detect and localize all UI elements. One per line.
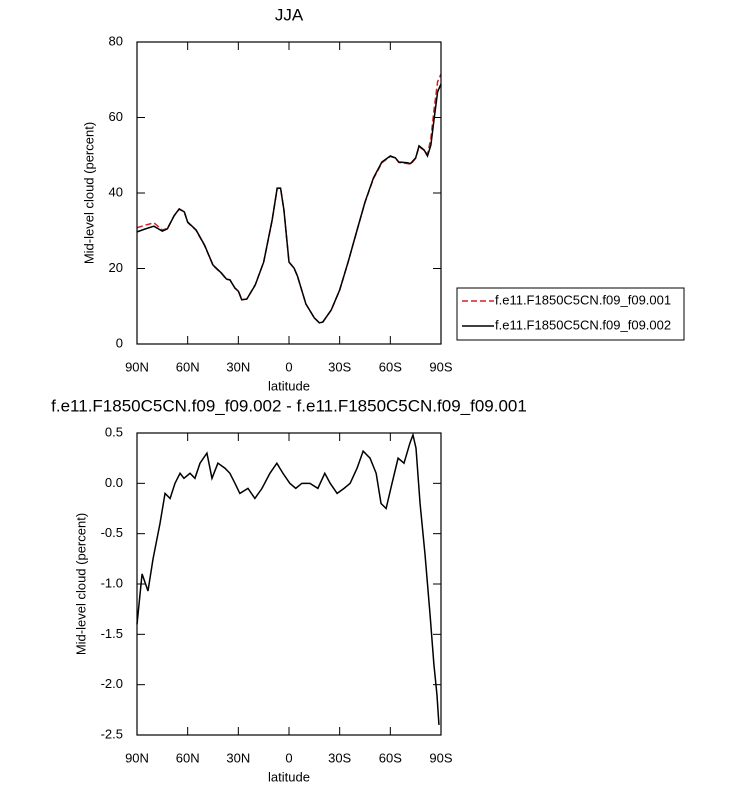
x-tick-label: 90S	[429, 359, 452, 374]
legend-box	[456, 287, 685, 341]
x-tick-label: 0	[285, 750, 292, 765]
x-tick-label: 60S	[379, 750, 402, 765]
y-tick-label: -2.5	[101, 726, 123, 741]
y-tick-label: 0.5	[105, 424, 123, 439]
data-line	[136, 73, 442, 324]
chart-title: f.e11.F1850C5CN.f09_f09.002 - f.e11.F185…	[51, 396, 527, 415]
y-axis-label: Mid-level cloud (percent)	[73, 513, 88, 655]
x-tick-label: 30N	[226, 750, 250, 765]
data-line	[136, 432, 440, 725]
x-tick-label: 90S	[429, 750, 452, 765]
legend-label: f.e11.F1850C5CN.f09_f09.001	[495, 292, 671, 307]
x-tick-label: 60N	[176, 359, 200, 374]
x-tick-label: 90N	[125, 359, 149, 374]
x-tick-label: 60N	[176, 750, 200, 765]
y-tick-label: 0	[116, 335, 123, 350]
y-tick-label: -1.5	[101, 626, 123, 641]
x-axis-label: latitude	[268, 378, 310, 393]
x-tick-label: 30S	[328, 750, 351, 765]
y-tick-label: 80	[109, 33, 123, 48]
y-tick-label: 40	[109, 184, 123, 199]
chart-title: JJA	[275, 5, 304, 24]
y-tick-label: -2.0	[101, 676, 123, 691]
x-axis-label: latitude	[268, 769, 310, 784]
y-tick-label: -1.0	[101, 575, 123, 590]
y-axis-label: Mid-level cloud (percent)	[81, 122, 96, 264]
x-tick-label: 30S	[328, 359, 351, 374]
y-tick-label: 60	[109, 109, 123, 124]
y-tick-label: -0.5	[101, 525, 123, 540]
data-line	[136, 83, 442, 324]
y-tick-label: 20	[109, 260, 123, 275]
x-tick-label: 30N	[226, 359, 250, 374]
x-tick-label: 90N	[125, 750, 149, 765]
y-tick-label: 0.0	[105, 475, 123, 490]
plot-frame	[136, 41, 442, 345]
x-tick-label: 0	[285, 359, 292, 374]
legend-label: f.e11.F1850C5CN.f09_f09.002	[495, 317, 671, 332]
x-tick-label: 60S	[379, 359, 402, 374]
plot-frame	[136, 432, 442, 736]
